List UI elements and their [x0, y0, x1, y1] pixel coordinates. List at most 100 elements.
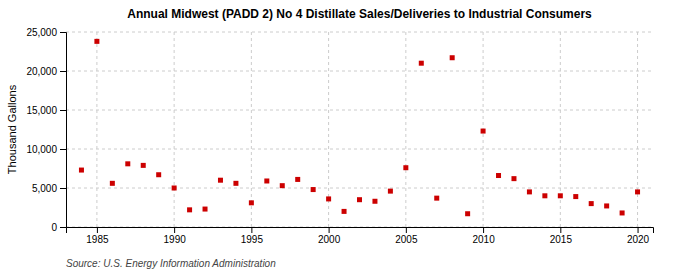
point — [264, 178, 269, 183]
point — [233, 181, 238, 186]
point — [357, 197, 362, 202]
x-axis-tick-label: 2015 — [550, 234, 573, 245]
point — [450, 55, 455, 60]
point — [527, 189, 532, 194]
source: Source: U.S. Energy Information Administ… — [66, 258, 276, 269]
y-axis-tick-mark — [60, 32, 66, 33]
x-axis-tick-mark — [406, 227, 407, 233]
point — [434, 196, 439, 201]
grid-line-y — [66, 110, 653, 111]
x-axis-tick-mark — [638, 227, 639, 233]
x-axis-tick: 2010 — [472, 227, 495, 245]
point — [79, 168, 84, 173]
y-axis-tick: 10,000 — [26, 144, 66, 155]
x-axis-tick-label: 1985 — [86, 234, 109, 245]
grid-line-y — [66, 71, 653, 72]
point — [110, 181, 115, 186]
grid-line-x — [405, 32, 406, 227]
y-axis-tick-label: 5,000 — [32, 183, 57, 194]
point — [94, 39, 99, 44]
y-axis-tick-mark — [60, 227, 66, 228]
x-axis-tick-label: 1990 — [164, 234, 187, 245]
point — [558, 193, 563, 198]
y-axis-tick-label: 25,000 — [26, 27, 57, 38]
x-axis-tick-label: 2005 — [395, 234, 418, 245]
point — [496, 173, 501, 178]
y-axis-tick: 0 — [51, 222, 66, 233]
x-axis-tick: 1995 — [241, 227, 264, 245]
point — [635, 189, 640, 194]
x-axis-tick-mark — [329, 227, 330, 233]
point — [218, 178, 223, 183]
x-axis-tick-mark — [174, 227, 175, 233]
grid-line-x — [251, 32, 252, 227]
x-axis-tick-mark — [560, 227, 561, 233]
point — [172, 186, 177, 191]
point — [249, 200, 254, 205]
y-axis-tick-mark — [60, 149, 66, 150]
x-axis-tick: 2015 — [550, 227, 573, 245]
x-axis: 1985 1990 1995 2000 2005 2010 2015 2020 — [67, 227, 654, 245]
point — [511, 176, 516, 181]
grid-line-y — [66, 188, 653, 189]
y-axis-tick: 15,000 — [26, 105, 66, 116]
x-axis-tick: 2020 — [627, 227, 650, 245]
y-axis-tick: 25,000 — [26, 27, 66, 38]
x-axis-tick-mark — [251, 227, 252, 233]
grid-line-y — [66, 149, 653, 150]
point — [187, 207, 192, 212]
y-axis-tick: 5,000 — [32, 183, 66, 194]
point — [465, 211, 470, 216]
x-axis-tick-label: 2000 — [318, 234, 341, 245]
x-axis-tick: 2005 — [395, 227, 418, 245]
x-axis-tick: 2000 — [318, 227, 341, 245]
grid — [66, 32, 653, 227]
y-axis-title: Thousand Gallons — [6, 84, 18, 174]
point — [388, 189, 393, 194]
point — [141, 163, 146, 168]
y-axis-tick-mark — [60, 110, 66, 111]
point — [419, 61, 424, 66]
x-axis-tick-mark — [97, 227, 98, 233]
y-axis-tick-label: 20,000 — [26, 66, 57, 77]
point — [280, 183, 285, 188]
point — [620, 210, 625, 215]
point — [589, 201, 594, 206]
y-axis-tick: 20,000 — [26, 66, 66, 77]
point — [481, 129, 486, 134]
point — [295, 177, 300, 182]
x-axis-tick-label: 1995 — [241, 234, 264, 245]
x-axis-tick: 1990 — [164, 227, 187, 245]
y-axis-tick-label: 10,000 — [26, 144, 57, 155]
y-axis-tick-mark — [60, 71, 66, 72]
y-axis-tick-label: 0 — [51, 222, 57, 233]
x-axis-tick: 1985 — [86, 227, 109, 245]
x-axis-line — [67, 228, 654, 234]
point — [604, 203, 609, 208]
title: Annual Midwest (PADD 2) No 4 Distillate … — [127, 7, 592, 21]
grid-line-x — [96, 32, 97, 227]
point — [542, 193, 547, 198]
point — [326, 196, 331, 201]
point — [156, 172, 161, 177]
point — [125, 161, 130, 166]
y-axis-tick-label: 15,000 — [26, 105, 57, 116]
x-axis-tick-label: 2010 — [472, 234, 495, 245]
x-axis-tick-label: 2020 — [627, 234, 650, 245]
plot: 1985 1990 1995 2000 2005 2010 2015 2020 0 5,000 10… — [26, 27, 653, 245]
grid-line-y — [66, 32, 653, 33]
point — [311, 187, 316, 192]
y-axis-line — [60, 33, 67, 228]
point — [342, 209, 347, 214]
point — [573, 194, 578, 199]
point — [203, 207, 208, 212]
grid-line-x — [637, 32, 638, 227]
y-axis-tick-mark — [60, 188, 66, 189]
point — [403, 165, 408, 170]
chart: 1985 1990 1995 2000 2005 2010 2015 2020 0 5,000 10… — [0, 0, 675, 275]
grid-line-x — [174, 32, 175, 227]
y-axis: 0 5,000 10,000 15,000 20,000 25,000 — [26, 27, 66, 233]
x-axis-tick-mark — [483, 227, 484, 233]
point — [372, 199, 377, 204]
points — [79, 39, 640, 216]
